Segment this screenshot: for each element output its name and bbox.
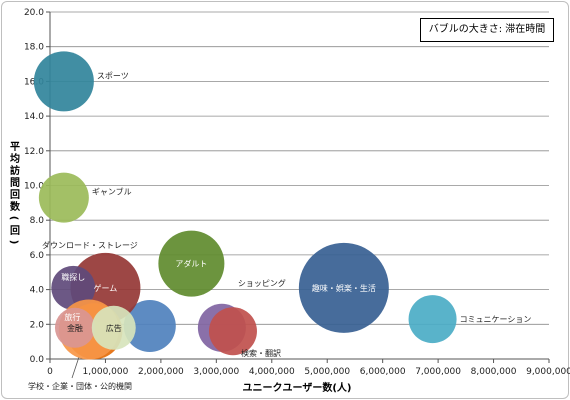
y-tick-label: 18.0: [24, 43, 44, 53]
x-tick-label: 9,000,000: [526, 367, 570, 377]
bubble-label: 金融: [67, 323, 83, 333]
y-tick-label: 6.0: [30, 251, 45, 261]
bubble: [54, 307, 95, 348]
bubble-size-legend: バブルの大きさ: 滞在時間: [420, 18, 554, 42]
y-axis-title-char: 問: [10, 177, 20, 189]
x-tick-label: 0: [47, 367, 53, 377]
y-tick-label: 4.0: [30, 286, 45, 296]
y-axis-title-char: (: [8, 216, 19, 221]
x-tick-label: 5,000,000: [304, 367, 350, 377]
x-axis-title: ユニークユーザー数(人): [243, 381, 352, 394]
y-tick-label: 14.0: [24, 112, 44, 122]
bubble-label: 検索・翻訳: [241, 348, 281, 358]
bubble-label: 職探し: [61, 272, 85, 282]
x-tick-label: 7,000,000: [415, 367, 461, 377]
y-tick-label: 20.0: [24, 8, 44, 18]
bubble-label: 旅行: [64, 312, 80, 322]
x-tick-label: 1,000,000: [83, 367, 129, 377]
x-tick-label: 6,000,000: [360, 367, 406, 377]
bubble: [123, 300, 176, 353]
y-tick-label: 12.0: [24, 147, 44, 157]
y-tick-label: 8.0: [30, 216, 45, 226]
y-axis-title-char: 均: [10, 152, 20, 165]
bubble: [51, 265, 96, 310]
x-tick-label: 8,000,000: [471, 367, 517, 377]
bubble: [208, 307, 257, 356]
x-tick-label: 4,000,000: [249, 367, 295, 377]
bubble-label: 趣味・娯楽・生活: [312, 283, 376, 293]
bubble: [298, 242, 389, 333]
y-axis-title-char: 回: [10, 189, 20, 201]
bubble-label: ダウンロード・ストレージ: [42, 240, 138, 250]
y-tick-label: 0.0: [30, 355, 45, 365]
y-axis-title-char: 平: [10, 141, 20, 153]
leader-line: [71, 357, 80, 379]
bubble-label: コミュニケーション: [460, 315, 532, 324]
bubble: [91, 305, 136, 350]
bubble-label: 学校・企業・団体・公的機関: [28, 381, 132, 391]
bubble: [408, 295, 457, 344]
x-tick-label: 2,000,000: [138, 367, 184, 377]
y-axis-title-char: 訪: [10, 164, 20, 177]
bubble-layer: [33, 51, 457, 360]
y-axis-title-char: ): [8, 240, 19, 245]
bubble-label: アダルト: [175, 259, 207, 269]
bubble: [158, 230, 225, 297]
bubble-label: ギャンブル: [92, 187, 132, 197]
bubble-label: ショッピング: [238, 278, 286, 288]
y-tick-label: 10.0: [24, 182, 44, 192]
bubble-label: スポーツ: [97, 71, 129, 80]
bubble-label: ゲーム: [94, 283, 118, 293]
bubble: [33, 51, 94, 112]
y-tick-label: 2.0: [30, 320, 45, 330]
bubble-label: 広告: [106, 323, 122, 333]
y-axis-title-char: 回: [10, 225, 20, 237]
x-tick-label: 3,000,000: [193, 367, 239, 377]
bubble: [38, 172, 89, 223]
y-axis-title-char: 数: [10, 200, 21, 213]
